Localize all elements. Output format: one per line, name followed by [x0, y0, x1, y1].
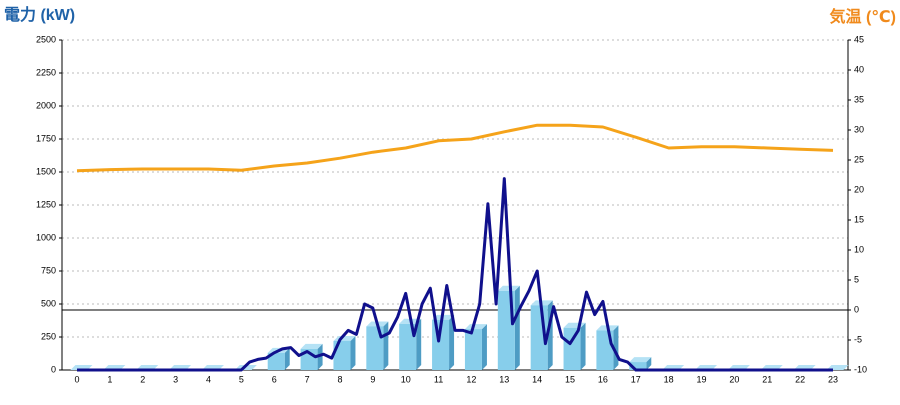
y-tick-label: 2500: [36, 34, 56, 44]
y2-tick-label: 35: [854, 94, 864, 104]
x-tick-label: 14: [532, 374, 542, 384]
y2-tick-label: 5: [854, 274, 859, 284]
bar: [366, 326, 384, 370]
x-tick-label: 18: [664, 374, 674, 384]
x-tick-label: 5: [239, 374, 244, 384]
bar-side: [416, 318, 422, 370]
y2-tick-label: -10: [854, 364, 867, 374]
y2-tick-label: 40: [854, 64, 864, 74]
bar-side: [284, 347, 290, 370]
y-tick-label: 0: [51, 364, 56, 374]
x-tick-label: 6: [272, 374, 277, 384]
y2-tick-label: 25: [854, 154, 864, 164]
bar-side: [646, 357, 652, 370]
bar-side: [613, 325, 619, 370]
y-tick-label: 250: [41, 331, 56, 341]
y-tick-label: 2000: [36, 100, 56, 110]
bar-top: [464, 324, 487, 330]
bar-top: [300, 343, 323, 349]
y2-tick-label: 45: [854, 34, 864, 44]
line: [77, 177, 833, 372]
x-tick-label: 2: [140, 374, 145, 384]
x-tick-label: 19: [697, 374, 707, 384]
bar: [629, 362, 647, 370]
x-tick-label: 15: [565, 374, 575, 384]
bar: [267, 352, 285, 370]
x-tick-label: 20: [729, 374, 739, 384]
y-tick-label: 2250: [36, 67, 56, 77]
bar-top: [629, 357, 652, 363]
y2-tick-label: -5: [854, 334, 862, 344]
bar: [563, 327, 581, 370]
bar-side: [383, 321, 389, 370]
bar-side: [580, 322, 586, 370]
bar-side: [514, 285, 520, 370]
x-tick-label: 1: [107, 374, 112, 384]
y-tick-label: 1500: [36, 166, 56, 176]
bar-side: [449, 314, 455, 370]
x-tick-label: 9: [370, 374, 375, 384]
bar: [464, 329, 482, 370]
x-tick-label: 13: [499, 374, 509, 384]
x-tick-label: 16: [598, 374, 608, 384]
y2-tick-label: 20: [854, 184, 864, 194]
y-tick-label: 500: [41, 298, 56, 308]
x-tick-label: 4: [206, 374, 211, 384]
y-tick-label: 1250: [36, 199, 56, 209]
x-tick-label: 3: [173, 374, 178, 384]
bar-side: [350, 335, 356, 370]
bar-side: [317, 343, 323, 370]
x-tick-label: 7: [305, 374, 310, 384]
line: [76, 123, 834, 173]
x-tick-label: 10: [401, 374, 411, 384]
bar-top: [497, 285, 520, 291]
bar-side: [481, 324, 487, 370]
y2-axis-title: 気温 (℃): [830, 7, 896, 26]
y2-tick-label: 10: [854, 244, 864, 254]
x-tick-label: 12: [466, 374, 476, 384]
y2-tick-label: 15: [854, 214, 864, 224]
y2-tick-label: 30: [854, 124, 864, 134]
bar: [399, 323, 417, 370]
y-tick-label: 1750: [36, 133, 56, 143]
x-tick-label: 22: [795, 374, 805, 384]
x-tick-label: 17: [631, 374, 641, 384]
x-tick-label: 21: [762, 374, 772, 384]
y2-tick-label: 0: [854, 304, 859, 314]
x-tick-label: 11: [434, 374, 443, 384]
y-axis-title: 電力 (kW): [4, 5, 75, 24]
x-tick-label: 8: [337, 374, 342, 384]
y-tick-label: 1000: [36, 232, 56, 242]
x-tick-label: 0: [74, 374, 79, 384]
x-tick-label: 23: [828, 374, 838, 384]
y-tick-label: 750: [41, 265, 56, 275]
